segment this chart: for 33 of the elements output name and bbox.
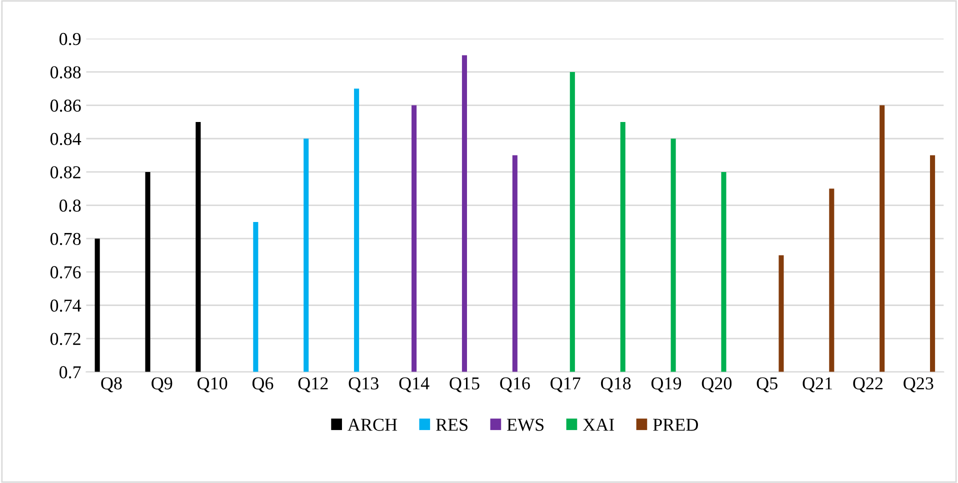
x-tick-label: Q16 [500, 377, 530, 392]
y-tick-label: 0.78 [50, 232, 81, 246]
x-tick-label: Q20 [702, 377, 732, 392]
y-tick-label: 0.8 [59, 200, 81, 212]
x-tick-label: Q14 [399, 377, 430, 392]
y-tick-label: 0.88 [50, 66, 81, 78]
y-tick-label: 0.86 [50, 100, 81, 112]
y-tick-label: 0.7 [59, 366, 81, 378]
x-tick-label: Q13 [348, 377, 378, 392]
y-tick-label: 0.72 [50, 332, 80, 346]
legend-label: PRED [653, 418, 698, 431]
legend-label: XAI [582, 418, 614, 431]
x-tick-label: Q9 [152, 377, 172, 392]
x-tick-label: Q18 [600, 377, 631, 392]
x-tick-label: Q19 [651, 377, 682, 392]
legend-label: ARCH [348, 418, 398, 431]
y-tick-label: 0.74 [50, 300, 82, 312]
y-tick-label: 0.9 [59, 32, 81, 46]
x-tick-label: Q23 [904, 377, 934, 392]
x-tick-label: Q15 [450, 377, 480, 392]
y-tick-label: 0.84 [50, 132, 82, 146]
x-tick-label: Q10 [198, 377, 228, 392]
legend-label: EWS [507, 418, 544, 431]
x-tick-label: Q8 [101, 377, 122, 392]
x-tick-label: Q5 [756, 377, 778, 392]
y-tick-label: 0.82 [50, 166, 80, 178]
x-tick-label: Q12 [298, 377, 328, 392]
x-tick-label: Q17 [550, 377, 580, 392]
x-tick-label: Q21 [802, 377, 832, 392]
x-tick-label: Q6 [252, 377, 274, 392]
legend-label: RES [436, 418, 468, 431]
x-tick-label: Q22 [853, 377, 883, 392]
y-tick-label: 0.76 [50, 266, 81, 278]
